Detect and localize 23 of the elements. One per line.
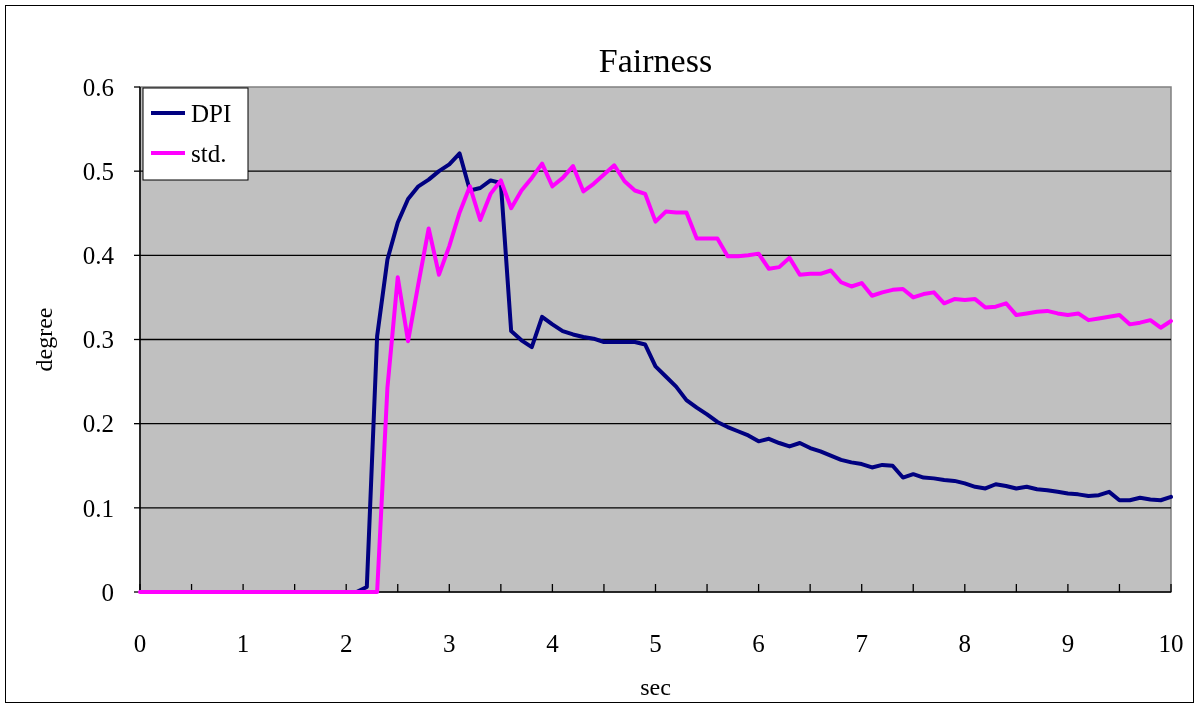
x-tick-label: 7 bbox=[855, 630, 868, 657]
chart-title: Fairness bbox=[598, 42, 713, 79]
x-tick-label: 2 bbox=[339, 630, 353, 657]
y-tick-label: 0 bbox=[101, 578, 114, 606]
y-tick-label: 0.5 bbox=[82, 157, 114, 185]
x-tick-label: 4 bbox=[546, 630, 560, 657]
x-tick-label: 6 bbox=[752, 630, 765, 657]
x-axis-title: sec bbox=[640, 674, 671, 700]
y-tick-label: 0.3 bbox=[82, 326, 114, 354]
y-axis-title: degree bbox=[31, 307, 57, 372]
x-tick-label: 1 bbox=[236, 630, 250, 657]
x-tick-label: 0 bbox=[133, 630, 147, 657]
y-tick-label: 0.1 bbox=[82, 494, 114, 522]
x-tick-label: 9 bbox=[1061, 630, 1075, 657]
x-tick-label: 5 bbox=[649, 630, 662, 657]
y-tick-label: 0.4 bbox=[82, 242, 115, 270]
y-tick-label: 0.2 bbox=[82, 410, 114, 438]
x-tick-label: 3 bbox=[443, 630, 456, 657]
legend-label: DPI bbox=[191, 99, 232, 127]
x-tick-label: 10 bbox=[1158, 630, 1184, 657]
y-tick-label: 0.6 bbox=[82, 73, 114, 101]
legend-label: std. bbox=[191, 139, 227, 167]
x-tick-label: 8 bbox=[958, 630, 972, 657]
